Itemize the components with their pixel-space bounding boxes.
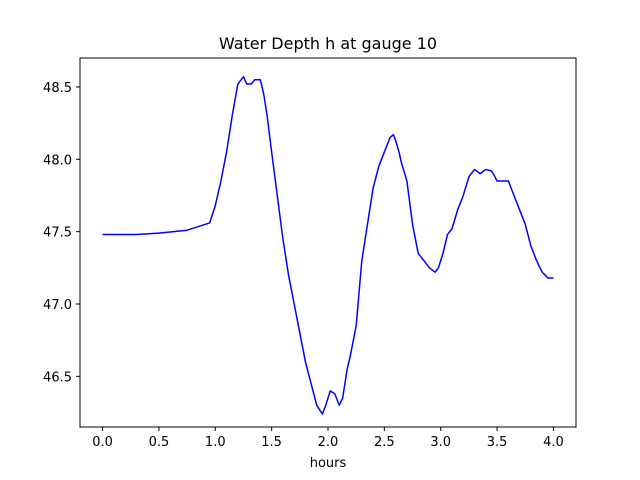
x-tick-label: 0.5 (149, 435, 170, 450)
y-tick-label: 47.5 (43, 226, 72, 241)
plot-frame (79, 57, 577, 428)
series-line-0 (102, 76, 554, 415)
y-tick-label: 46.5 (43, 370, 72, 385)
x-axis-label: hours (310, 456, 347, 471)
plot-area (102, 76, 554, 415)
y-tick-label: 47.0 (43, 298, 72, 313)
y-axis-ticks: 46.5 47.0 47.5 48.0 48.5 (43, 81, 80, 385)
x-axis-ticks: 0.0 0.5 1.0 1.5 2.0 2.5 3.0 3.5 4.0 (92, 427, 564, 450)
x-tick-label: 2.0 (318, 435, 339, 450)
x-tick-label: 0.0 (92, 435, 113, 450)
x-tick-label: 1.5 (261, 435, 282, 450)
x-tick-label: 1.0 (205, 435, 226, 450)
chart-title: Water Depth h at gauge 10 (219, 34, 437, 53)
y-tick-label: 48.5 (43, 81, 72, 96)
x-tick-label: 2.5 (374, 435, 395, 450)
x-tick-label: 3.5 (487, 435, 508, 450)
y-tick-label: 48.0 (43, 153, 72, 168)
x-tick-label: 4.0 (543, 435, 564, 450)
x-tick-label: 3.0 (430, 435, 451, 450)
